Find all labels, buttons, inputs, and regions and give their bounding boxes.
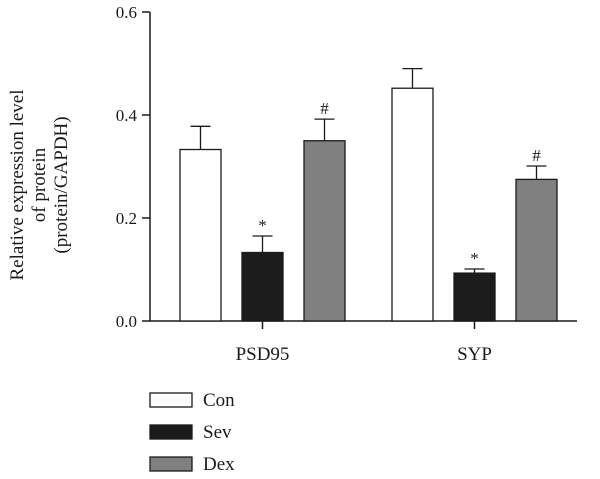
bar-con-syp — [391, 87, 434, 322]
legend-label-con: Con — [203, 390, 235, 411]
y-axis-label-line: of protein — [29, 147, 50, 222]
legend-swatch-sev — [149, 424, 193, 440]
y-tick-label: 0.6 — [116, 3, 137, 22]
significance-mark: # — [320, 99, 329, 118]
bar-dex-psd95 — [303, 140, 346, 322]
bar-dex-syp — [515, 178, 558, 322]
x-tick-label: SYP — [457, 344, 492, 365]
y-axis-label-line: (protein/GAPDH) — [51, 116, 72, 253]
y-tick-label: 0.2 — [116, 209, 137, 228]
bar-con-psd95 — [179, 148, 222, 322]
significance-mark: * — [258, 216, 267, 235]
significance-mark: * — [470, 249, 479, 268]
legend-swatch-dex — [149, 456, 193, 472]
significance-mark: # — [532, 146, 541, 165]
legend-label-dex: Dex — [203, 454, 235, 475]
y-axis-label-line: Relative expression level — [7, 90, 28, 281]
axes: 0.0 0.2 0.4 0.6 Relative expression levelof … — [7, 3, 577, 365]
bar-sev-syp — [453, 272, 496, 322]
y-axis-label: Relative expression levelof protein(prot… — [7, 90, 72, 281]
y-tick-label: 0.0 — [116, 312, 137, 331]
legend: Con Sev Dex — [149, 390, 235, 475]
bar-sev-psd95 — [241, 251, 284, 322]
legend-label-sev: Sev — [203, 422, 232, 443]
y-tick-label: 0.4 — [116, 106, 138, 125]
legend-swatch-con — [149, 392, 193, 408]
x-tick-label: PSD95 — [236, 344, 290, 365]
bars: * # * # — [179, 68, 558, 322]
